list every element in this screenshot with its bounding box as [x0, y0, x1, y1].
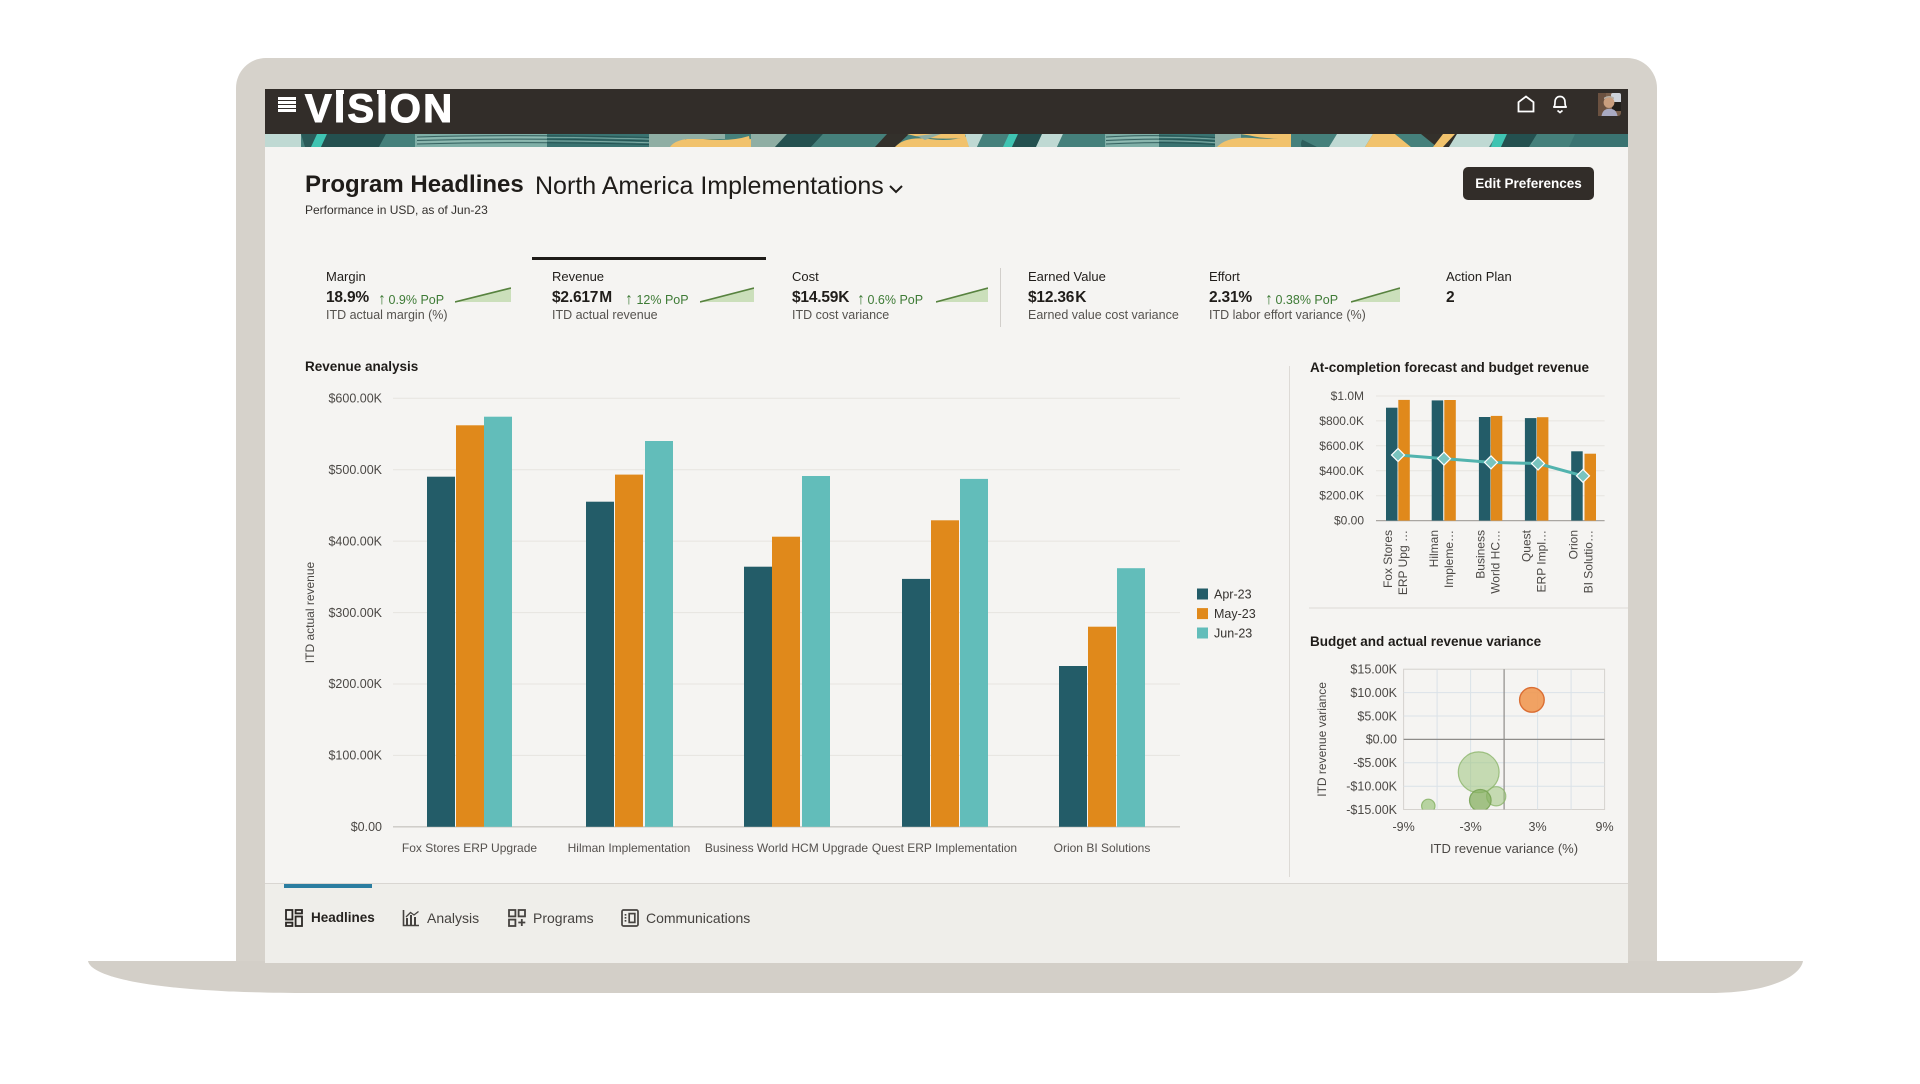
svg-text:$0.00: $0.00 [1334, 514, 1364, 528]
svg-text:9%: 9% [1596, 820, 1614, 834]
svg-text:ITD revenue variance (%): ITD revenue variance (%) [1430, 841, 1578, 856]
svg-text:3%: 3% [1529, 820, 1547, 834]
svg-text:Business: Business [1474, 530, 1488, 579]
svg-text:Fox Stores ERP Upgrade: Fox Stores ERP Upgrade [402, 841, 538, 855]
svg-text:$800.0K: $800.0K [1319, 414, 1364, 428]
svg-text:Hilman Implementation: Hilman Implementation [568, 841, 691, 855]
svg-text:Fox Stores: Fox Stores [1381, 530, 1395, 588]
svg-text:ERP Impl…: ERP Impl… [1535, 530, 1549, 592]
svg-text:$0.00: $0.00 [351, 820, 382, 834]
svg-text:$1.0M: $1.0M [1331, 389, 1364, 403]
svg-text:At-completion forecast and bud: At-completion forecast and budget revenu… [1310, 360, 1590, 375]
svg-text:$400.0K: $400.0K [1319, 464, 1364, 478]
svg-text:-$15.00K: -$15.00K [1346, 803, 1397, 817]
svg-text:Jun-23: Jun-23 [1214, 627, 1252, 641]
svg-text:$500.00K: $500.00K [328, 463, 382, 477]
svg-text:May-23: May-23 [1214, 607, 1256, 621]
svg-text:$200.0K: $200.0K [1319, 489, 1364, 503]
svg-text:Impleme…: Impleme… [1442, 530, 1456, 588]
svg-text:Orion BI Solutions: Orion BI Solutions [1054, 841, 1151, 855]
svg-text:$400.00K: $400.00K [328, 534, 382, 548]
svg-text:Orion: Orion [1567, 530, 1581, 559]
svg-text:$5.00K: $5.00K [1357, 709, 1397, 723]
svg-text:-3%: -3% [1459, 820, 1481, 834]
svg-text:World HC…: World HC… [1489, 530, 1503, 594]
svg-text:Budget and actual revenue vari: Budget and actual revenue variance [1310, 634, 1542, 649]
svg-text:BI Solutio…: BI Solutio… [1582, 530, 1596, 593]
svg-text:Apr-23: Apr-23 [1214, 588, 1252, 602]
svg-text:-$5.00K: -$5.00K [1353, 756, 1397, 770]
svg-text:ERP Upg …: ERP Upg … [1396, 530, 1410, 595]
svg-text:$15.00K: $15.00K [1350, 663, 1397, 677]
svg-text:Quest: Quest [1520, 529, 1534, 562]
svg-text:$200.00K: $200.00K [328, 677, 382, 691]
svg-text:-9%: -9% [1392, 820, 1414, 834]
svg-text:Business World HCM Upgrade: Business World HCM Upgrade [705, 841, 868, 855]
svg-text:$0.00: $0.00 [1366, 733, 1397, 747]
svg-text:Hilman: Hilman [1427, 530, 1441, 567]
svg-text:ITD actual revenue: ITD actual revenue [303, 561, 317, 663]
svg-text:$600.00K: $600.00K [328, 392, 382, 406]
svg-text:Quest ERP Implementation: Quest ERP Implementation [872, 841, 1017, 855]
svg-text:$10.00K: $10.00K [1350, 686, 1397, 700]
svg-text:ITD revenue variance: ITD revenue variance [1315, 682, 1329, 797]
svg-text:$600.0K: $600.0K [1319, 439, 1364, 453]
svg-text:$100.00K: $100.00K [328, 749, 382, 763]
svg-text:$300.00K: $300.00K [328, 606, 382, 620]
svg-text:-$10.00K: -$10.00K [1346, 780, 1397, 794]
